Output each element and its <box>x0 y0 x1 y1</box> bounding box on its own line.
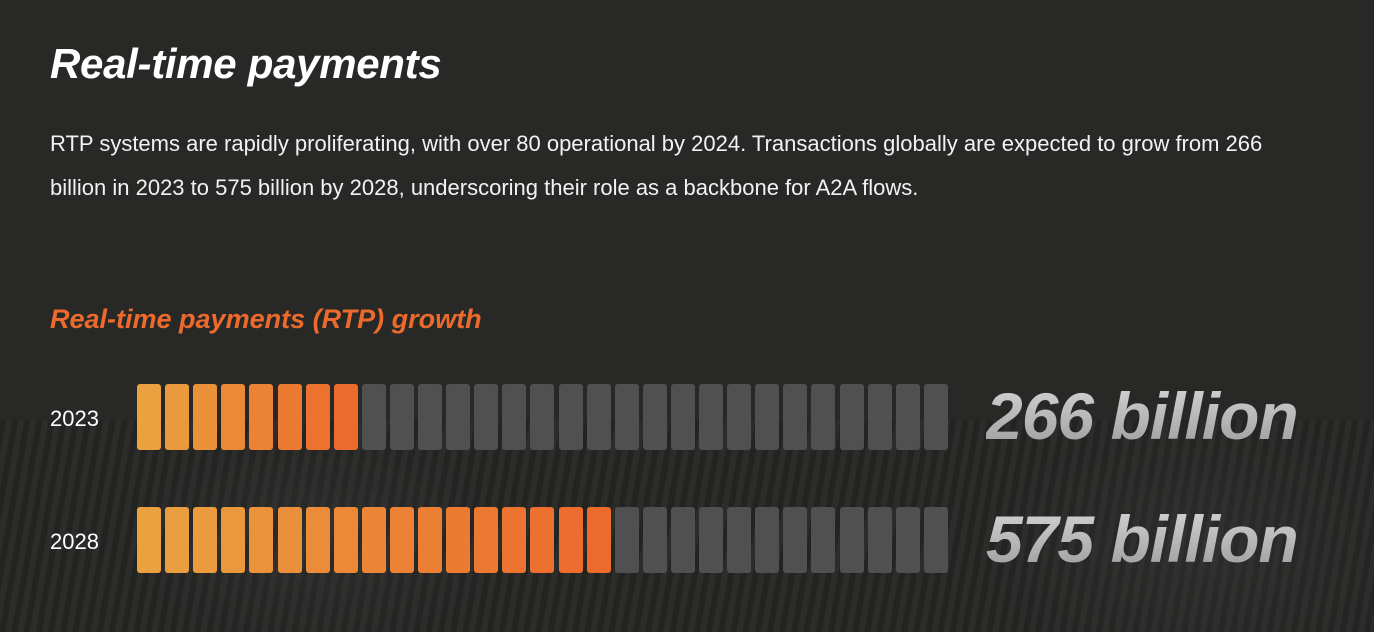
bar-segment-empty <box>418 384 442 450</box>
bar-segment-empty <box>839 507 864 573</box>
bar-segment-filled <box>586 507 611 573</box>
bar-segment-filled <box>558 507 583 573</box>
bar-segment-empty <box>614 507 639 573</box>
bar-segment-empty <box>361 384 386 450</box>
bar-segment-empty <box>811 507 836 573</box>
bar-segment-filled <box>446 507 471 573</box>
bar-segment-filled <box>193 384 218 450</box>
bar-segment-filled <box>221 384 246 450</box>
bar-segment-filled <box>530 507 555 573</box>
bar-segment-empty <box>614 384 639 450</box>
bar-segment-empty <box>923 384 948 450</box>
bar-segment-filled <box>277 507 302 573</box>
bar-segment-filled <box>137 384 161 450</box>
segment-bar <box>137 384 957 450</box>
bar-segment-empty <box>727 507 752 573</box>
bar-segment-empty <box>755 384 780 450</box>
bar-segment-empty <box>670 507 695 573</box>
bar-segment-empty <box>839 384 864 450</box>
value-label: 575 billion <box>986 502 1299 576</box>
bar-segment-filled <box>249 507 274 573</box>
chart-row-2028: 2028 575 billion <box>0 502 1374 576</box>
bar-segment-filled <box>389 507 414 573</box>
bar-segment-filled <box>418 507 442 573</box>
bar-segment-filled <box>333 384 358 450</box>
chart-title: Real-time payments (RTP) growth <box>50 304 482 334</box>
bar-segment-empty <box>755 507 780 573</box>
bar-segment-filled <box>305 384 330 450</box>
bar-segment-filled <box>361 507 386 573</box>
bar-segment-filled <box>474 507 499 573</box>
bar-segment-empty <box>530 384 555 450</box>
bar-segment-filled <box>249 384 274 450</box>
bar-segment-empty <box>586 384 611 450</box>
bar-segment-filled <box>137 507 161 573</box>
bar-segment-empty <box>727 384 752 450</box>
bar-segment-empty <box>895 384 920 450</box>
bar-segment-filled <box>502 507 527 573</box>
bar-segment-empty <box>670 384 695 450</box>
bar-segment-empty <box>389 384 414 450</box>
bar-segment-filled <box>305 507 330 573</box>
bar-segment-empty <box>867 507 892 573</box>
bar-segment-empty <box>811 384 836 450</box>
year-label: 2023 <box>50 406 99 431</box>
bar-segment-filled <box>193 507 218 573</box>
bar-segment-filled <box>277 384 302 450</box>
bar-segment-empty <box>895 507 920 573</box>
bar-segment-empty <box>502 384 527 450</box>
bar-segment-empty <box>642 507 667 573</box>
value-label: 266 billion <box>986 379 1299 453</box>
bar-segment-empty <box>783 384 808 450</box>
year-label: 2028 <box>50 529 99 554</box>
bar-segment-empty <box>699 507 723 573</box>
bar-segment-filled <box>165 507 190 573</box>
bar-segment-empty <box>446 384 471 450</box>
bar-segment-filled <box>165 384 190 450</box>
bar-segment-empty <box>642 384 667 450</box>
bar-segment-empty <box>923 507 948 573</box>
bar-segment-filled <box>333 507 358 573</box>
bar-segment-empty <box>699 384 723 450</box>
chart-row-2023: 2023 266 billion <box>0 379 1374 453</box>
bar-segment-empty <box>867 384 892 450</box>
bar-segment-empty <box>558 384 583 450</box>
page-title: Real-time payments <box>50 40 442 87</box>
bar-segment-filled <box>221 507 246 573</box>
segment-bar <box>137 507 957 573</box>
bar-segment-empty <box>783 507 808 573</box>
description: RTP systems are rapidly proliferating, w… <box>50 131 1263 200</box>
bar-segment-empty <box>474 384 499 450</box>
